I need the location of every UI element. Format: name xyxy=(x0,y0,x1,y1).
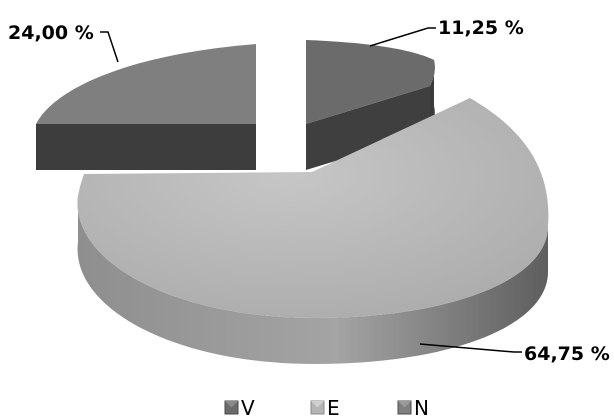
legend-item-e[interactable]: E xyxy=(310,396,340,420)
legend-label-n: N xyxy=(414,396,429,420)
legend-label-v: V xyxy=(241,396,255,420)
slice-n-top xyxy=(36,44,256,124)
slice-v[interactable] xyxy=(306,40,435,170)
slice-v-side-outer xyxy=(430,60,435,132)
slice-e-top xyxy=(77,98,549,318)
slice-e-side xyxy=(77,196,548,364)
leader-line-n xyxy=(100,31,119,63)
leader-line-e xyxy=(419,343,522,353)
legend-item-n[interactable]: N xyxy=(397,396,429,420)
slice-v-top xyxy=(306,40,435,124)
legend: V E N xyxy=(224,396,429,420)
slice-v-side-inner xyxy=(306,86,430,170)
data-label-e: 64,75 % xyxy=(524,343,610,365)
leader-line-v xyxy=(369,27,436,47)
data-label-v: 11,25 % xyxy=(438,17,524,39)
legend-item-v[interactable]: V xyxy=(224,396,255,420)
legend-label-e: E xyxy=(327,396,340,420)
slice-n[interactable] xyxy=(36,44,256,170)
slice-e[interactable] xyxy=(77,98,549,364)
slice-n-side-front xyxy=(36,124,256,170)
data-label-n: 24,00 % xyxy=(8,22,94,44)
